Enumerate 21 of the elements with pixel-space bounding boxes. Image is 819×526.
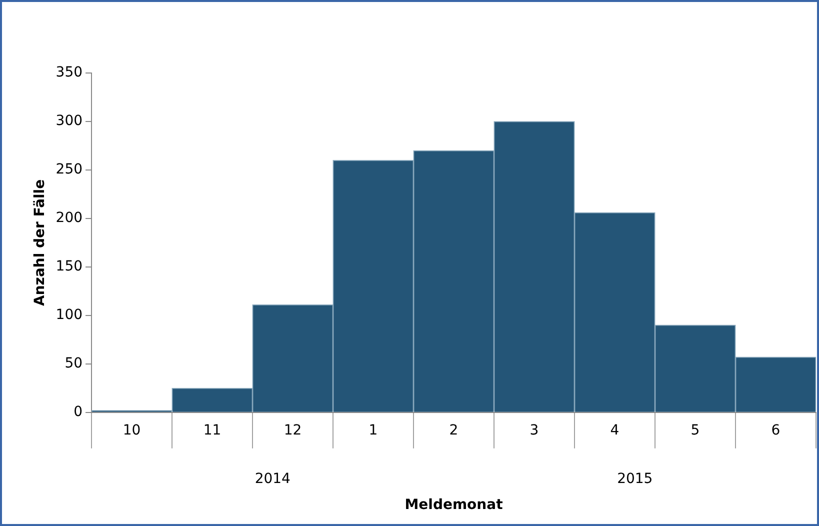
y-tick-label: 200 <box>56 210 83 226</box>
y-tick-label: 150 <box>56 258 83 275</box>
y-tick-label: 350 <box>56 64 83 81</box>
text: 2015 <box>617 471 653 488</box>
y-tick-label: 50 <box>64 356 83 372</box>
y-tick-label: 300 <box>56 113 83 130</box>
x-tick-label: 2 <box>449 422 458 438</box>
x-tick-label: 3 <box>530 422 539 438</box>
x-tick-label: 12 <box>284 422 302 438</box>
x-tick-label: 10 <box>122 422 141 438</box>
x-tick-label: 1 <box>368 422 378 438</box>
y-tick-label: 250 <box>56 162 83 178</box>
x-tick-label: 4 <box>610 422 620 438</box>
x-tick-label: 6 <box>771 422 780 438</box>
y-tick-label: 100 <box>56 307 83 324</box>
x-axis-title: Meldemonat <box>404 497 504 514</box>
x-tick-label: 11 <box>203 422 222 438</box>
text: 2014 <box>254 471 291 488</box>
y-axis-title: Anzahl der Fälle <box>32 179 48 306</box>
x-tick-label: 5 <box>690 422 700 438</box>
y-tick-label: 0 <box>74 404 83 420</box>
